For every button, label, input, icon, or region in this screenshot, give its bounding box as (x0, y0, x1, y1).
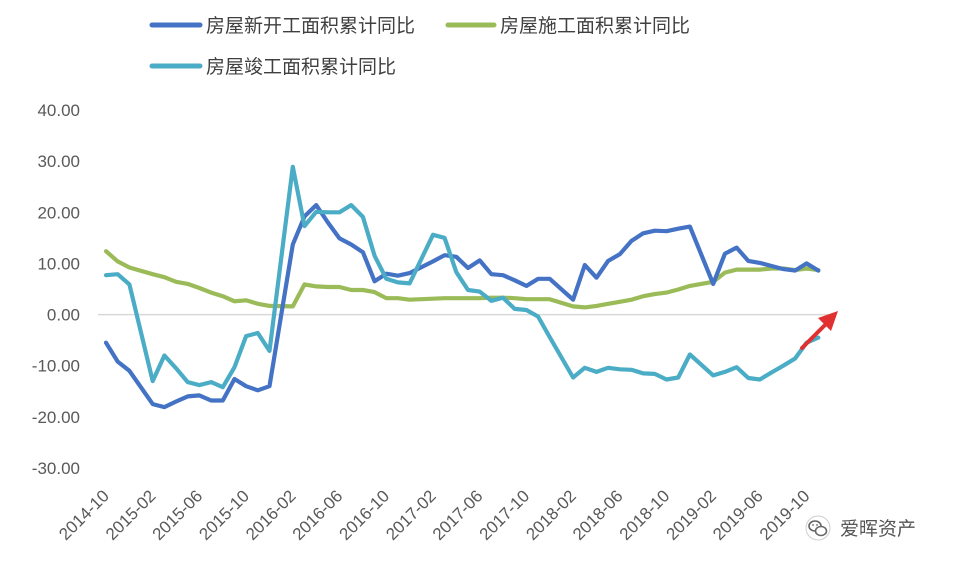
x-tick-label: 2015-06 (149, 486, 207, 544)
red-arrow-icon (800, 311, 838, 350)
x-tick-label: 2019-06 (709, 486, 767, 544)
x-tick-label: 2018-02 (522, 486, 580, 544)
wechat-icon (805, 515, 831, 541)
legend-label-completed: 房屋竣工面积累计同比 (206, 56, 396, 78)
legend-item-under-construction[interactable]: 房屋施工面积累计同比 (445, 15, 690, 37)
series-line-completed[interactable] (103, 164, 821, 390)
y-tick-label: -10.00 (32, 357, 80, 376)
series-line-under-construction[interactable] (103, 249, 821, 310)
y-tick-label: 0.00 (47, 306, 80, 325)
y-tick-label: 10.00 (37, 254, 80, 273)
y-axis: 40.00 30.00 20.00 10.00 0.00 -10.00 -20.00 -30.… (32, 101, 80, 478)
x-tick-label: 2016-06 (289, 486, 347, 544)
y-tick-label: -20.00 (32, 408, 80, 427)
x-tick-label: 2019-10 (756, 486, 814, 544)
x-tick-label: 2016-02 (242, 486, 300, 544)
x-tick-label: 2014-10 (55, 486, 113, 544)
x-tick-label: 2017-06 (429, 486, 487, 544)
x-tick-label: 2018-06 (569, 486, 627, 544)
legend-item-new-construction[interactable]: 房屋新开工面积累计同比 (149, 15, 415, 37)
legend-label-new-construction: 房屋新开工面积累计同比 (206, 15, 415, 37)
x-tick-label: 2015-02 (102, 486, 160, 544)
y-tick-label: 20.00 (37, 203, 80, 222)
legend-label-under-construction: 房屋施工面积累计同比 (500, 15, 690, 37)
x-axis: 2014-102015-022015-062015-102016-022016-… (55, 486, 813, 544)
watermark: 爱晖资产 (805, 515, 916, 541)
series-line-new-construction[interactable] (103, 203, 821, 410)
legend: 房屋新开工面积累计同比 房屋施工面积累计同比 房屋竣工面积累计同比 (149, 15, 690, 78)
series-layer (103, 164, 821, 410)
x-tick-label: 2016-10 (336, 486, 394, 544)
y-tick-label: 40.00 (37, 101, 80, 120)
x-tick-label: 2018-10 (616, 486, 674, 544)
x-tick-label: 2017-10 (476, 486, 534, 544)
x-tick-label: 2019-02 (663, 486, 721, 544)
legend-item-completed[interactable]: 房屋竣工面积累计同比 (149, 56, 396, 78)
watermark-text: 爱晖资产 (840, 518, 916, 540)
y-tick-label: 30.00 (37, 152, 80, 171)
y-tick-label: -30.00 (32, 459, 80, 478)
x-tick-label: 2015-10 (195, 486, 253, 544)
x-tick-label: 2017-02 (382, 486, 440, 544)
